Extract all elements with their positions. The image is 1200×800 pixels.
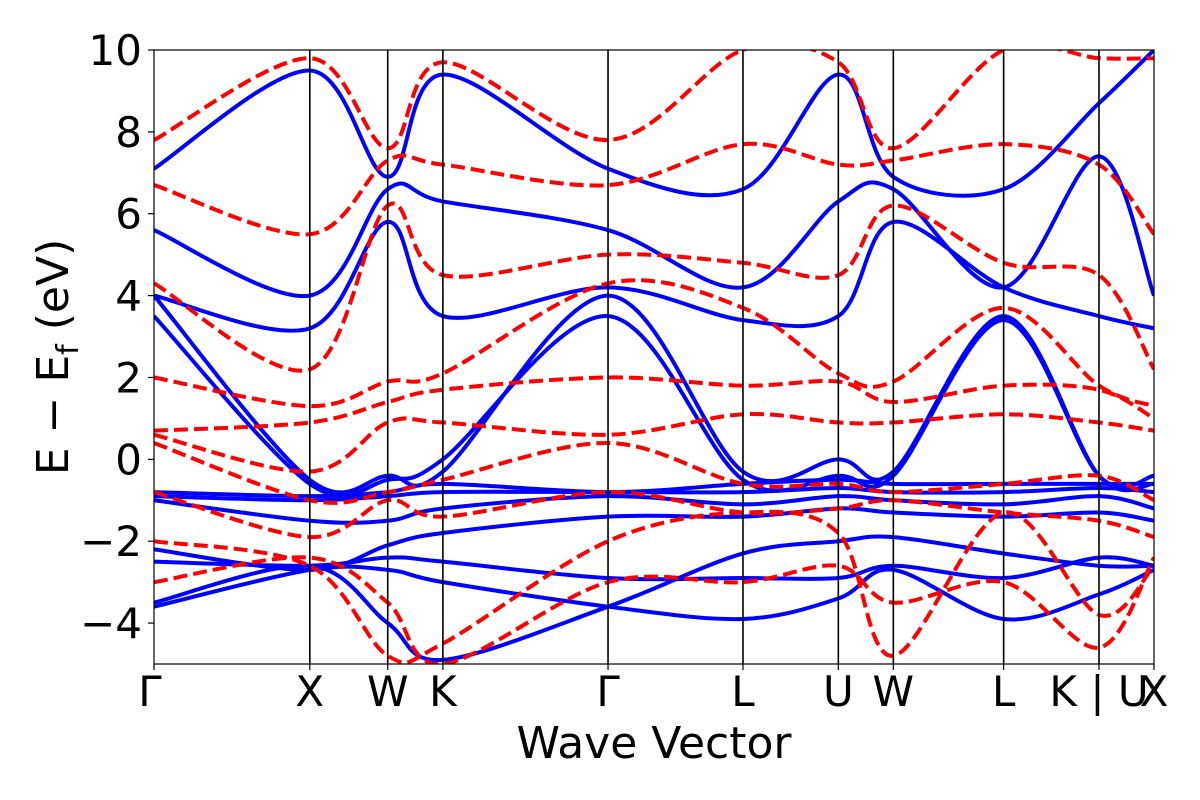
- band-line-1-9: [154, 50, 1154, 151]
- x-tick-label: X: [295, 667, 324, 716]
- band-line-1-4: [154, 412, 1154, 474]
- band-line-1-8: [154, 141, 1154, 237]
- x-tick-label: W: [873, 667, 915, 716]
- y-axis-label: E − Ef (eV): [28, 239, 86, 476]
- plot-frame: [153, 49, 1155, 665]
- band-line-0-0: [154, 564, 1154, 622]
- x-tick-label: X: [1140, 667, 1169, 716]
- band-line-1-6: [154, 278, 1154, 409]
- band-line-1-3: [154, 440, 1154, 505]
- x-tick-label: K | U: [1049, 667, 1148, 716]
- band-line-1-7: [154, 201, 1154, 373]
- x-tick-label: Γ: [138, 667, 162, 716]
- x-tick-label: L: [731, 667, 755, 716]
- y-tick-label: 10: [89, 26, 142, 75]
- x-tick-label: Γ: [596, 667, 620, 716]
- y-axis-label-main: E − E: [28, 355, 79, 475]
- y-tick-label: 8: [115, 108, 142, 157]
- y-tick-label: 4: [115, 272, 142, 321]
- x-tick-label: K: [429, 667, 458, 716]
- y-tick-label: 6: [115, 190, 142, 239]
- band-line-0-7: [154, 314, 1154, 498]
- band-line-0-8: [154, 293, 1154, 495]
- x-axis-label: Wave Vector: [517, 718, 793, 769]
- y-axis-label-subscript: f: [51, 343, 86, 355]
- x-tick-label: L: [992, 667, 1016, 716]
- y-axis-label-unit: (eV): [28, 239, 79, 345]
- band-line-1-2: [154, 490, 1154, 540]
- y-tick-label: 2: [115, 353, 142, 402]
- y-tick-label: −2: [80, 517, 142, 566]
- y-tick-label: 0: [115, 435, 142, 484]
- band-line-1-5: [154, 375, 1154, 433]
- kpoint-lines: [309, 50, 1100, 664]
- x-tick-label: W: [367, 667, 409, 716]
- x-tick-label: U: [823, 667, 854, 716]
- y-axis-ticks: −4 −2 0 2 4 6 8 10: [80, 26, 154, 648]
- y-tick-label: −4: [80, 599, 142, 648]
